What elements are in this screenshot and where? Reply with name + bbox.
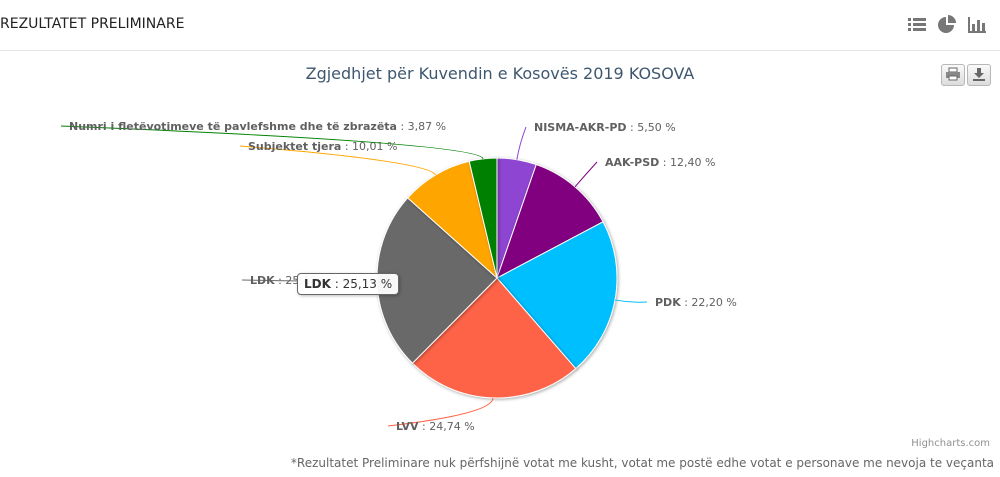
label-connector — [516, 126, 527, 160]
credits-link[interactable]: Highcharts.com — [911, 438, 990, 449]
label-connector — [574, 161, 598, 188]
pie-icon[interactable] — [936, 14, 958, 36]
page-header: REZULTATET PRELIMINARE — [0, 0, 1000, 51]
data-label: Numri i fletëvotimeve të pavlefshme dhe … — [69, 120, 446, 133]
data-label: NISMA-AKR-PD : 5,50 % — [534, 121, 676, 134]
label-connector — [60, 125, 484, 160]
pie-slice-lvv[interactable] — [411, 277, 577, 399]
page-title: REZULTATET PRELIMINARE — [0, 16, 185, 32]
chart-title: Zgjedhjet për Kuvendin e Kosovës 2019 KO… — [305, 64, 695, 83]
print-icon — [946, 67, 960, 81]
data-label: Subjektet tjera : 10,01 % — [248, 140, 397, 153]
bar-icon[interactable] — [966, 14, 988, 36]
label-connector — [387, 397, 494, 427]
pie-slice-pdk[interactable] — [496, 221, 618, 370]
label-connector — [239, 145, 437, 176]
label-connector — [614, 299, 648, 303]
data-label: PDK : 22,20 % — [655, 296, 737, 309]
download-button[interactable] — [967, 64, 991, 86]
data-label: AAK-PSD : 12,40 % — [605, 156, 715, 169]
tooltip-name: LDK — [304, 277, 331, 291]
pie-slice-aak-psd[interactable] — [496, 163, 604, 280]
data-label: LVV : 24,74 % — [396, 420, 475, 433]
tooltip-value: 25,13 % — [342, 277, 393, 291]
list-icon[interactable] — [906, 14, 928, 36]
chart-tooltip: LDK : 25,13 % — [297, 273, 400, 295]
view-switcher — [906, 14, 988, 36]
download-icon — [973, 68, 985, 81]
print-button[interactable] — [941, 64, 965, 86]
footnote: *Rezultatet Preliminare nuk përfshijnë v… — [290, 456, 994, 470]
